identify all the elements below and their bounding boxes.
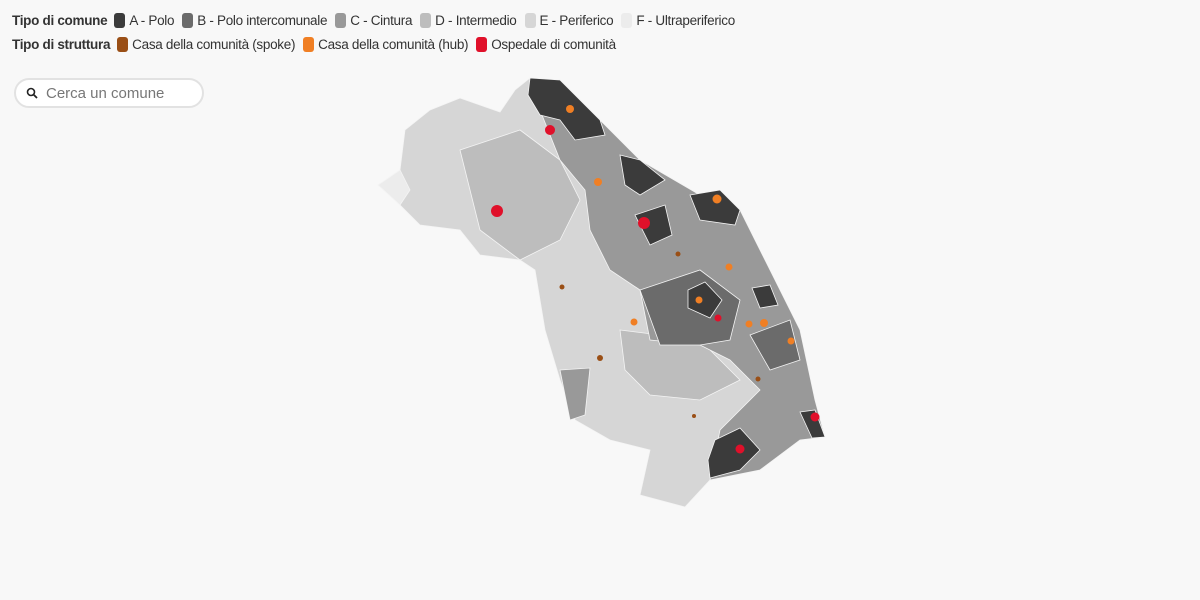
legend-swatch (117, 37, 129, 52)
hub (787, 337, 795, 345)
legend-title: Tipo di comune (12, 13, 108, 28)
legend-swatch (476, 37, 488, 52)
zone-periferico (377, 169, 411, 206)
legend-swatch (182, 13, 194, 28)
hospital (491, 205, 503, 217)
zone-cintura (559, 367, 591, 421)
legend-label: A - Polo (129, 13, 175, 28)
zone-polo (707, 427, 761, 479)
legend-label: Casa della comunità (spoke) (132, 37, 296, 52)
spoke (559, 284, 565, 290)
legend-swatch (303, 37, 315, 52)
hospital (735, 444, 745, 454)
legend-swatch (524, 13, 536, 28)
hub (695, 296, 703, 304)
zone-polo (634, 204, 673, 246)
legend-item[interactable]: C - Cintura (335, 13, 412, 28)
legend-item[interactable]: Ospedale di comunità (476, 37, 616, 52)
legend-swatch (420, 13, 432, 28)
hospital (545, 125, 555, 135)
zone-intercomunale (749, 319, 801, 371)
search-placeholder: Cerca un comune (46, 84, 165, 102)
legend-label: Ospedale di comunità (491, 37, 616, 52)
legend-label: C - Cintura (350, 13, 413, 28)
zone-polo (619, 154, 666, 196)
spoke (675, 251, 681, 257)
search-icon (26, 87, 38, 99)
legend-swatch (335, 13, 347, 28)
hub (566, 105, 574, 113)
hospital (810, 412, 820, 422)
legend-item[interactable]: D - Intermedio (420, 13, 517, 28)
hospital (714, 314, 722, 322)
hub (725, 263, 733, 271)
hub (760, 319, 768, 327)
legend-struttura: Tipo di struttura Casa della comunità (s… (12, 37, 624, 52)
legend-item[interactable]: E - Periferico (524, 13, 614, 28)
legend-label: E - Periferico (539, 13, 614, 28)
hub (630, 318, 638, 326)
search-box[interactable]: Cerca un comune (14, 78, 204, 108)
zone-polo (751, 284, 779, 309)
spoke (755, 376, 761, 382)
zone-polo (687, 281, 723, 319)
legend-label: F - Ultraperiferico (636, 13, 735, 28)
zone-intermedio (459, 129, 581, 261)
hospital (638, 217, 650, 229)
legend-swatch (621, 13, 633, 28)
hub (745, 320, 753, 328)
legend-item[interactable]: Casa della comunità (spoke) (117, 37, 295, 52)
spoke (597, 355, 603, 361)
legend-comune: Tipo di comune A - Polo B - Polo intercom… (12, 13, 743, 28)
legend-item[interactable]: F - Ultraperiferico (621, 13, 735, 28)
legend-item[interactable]: A - Polo (114, 13, 175, 28)
spoke (692, 414, 696, 418)
legend-label: Casa della comunità (hub) (318, 37, 469, 52)
hub (712, 194, 722, 204)
zone-polo (799, 409, 826, 439)
legend-label: B - Polo intercomunale (197, 13, 328, 28)
legend-item[interactable]: Casa della comunità (hub) (303, 37, 469, 52)
legend-swatch (114, 13, 126, 28)
hub (594, 178, 602, 186)
legend-item[interactable]: B - Polo intercomunale (182, 13, 327, 28)
legend-label: D - Intermedio (435, 13, 517, 28)
zone-polo (689, 189, 741, 226)
legend-title: Tipo di struttura (12, 37, 111, 52)
